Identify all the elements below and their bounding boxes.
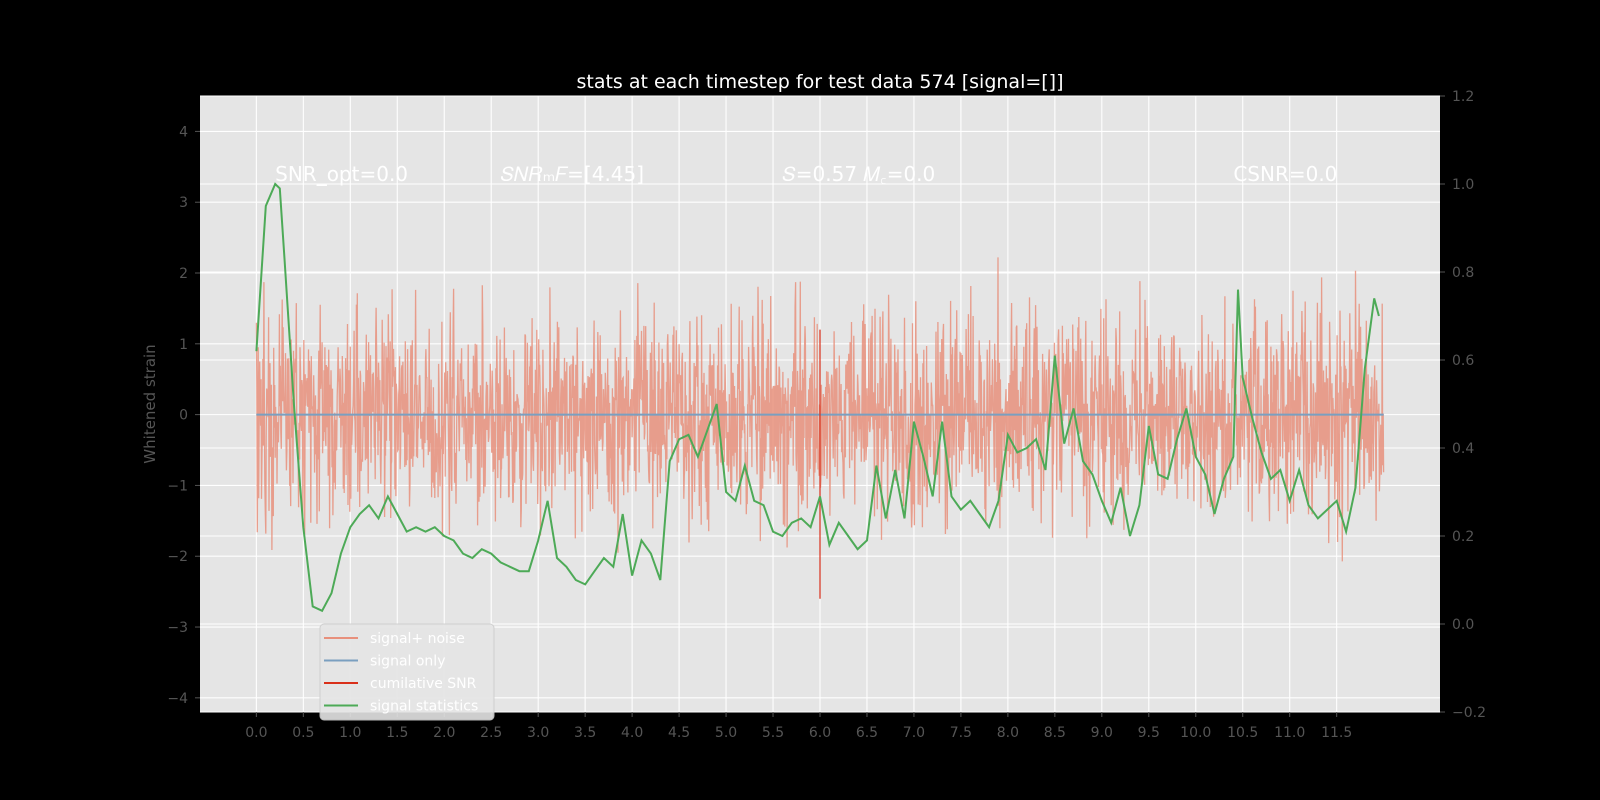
x-tick-label: 6.5 <box>856 725 878 741</box>
y-tick-label: −2 <box>167 549 188 565</box>
legend-box <box>319 623 495 721</box>
y-tick-label: −4 <box>167 691 188 707</box>
x-tick-label: 6.0 <box>809 725 831 741</box>
series-lines <box>255 182 1384 613</box>
y-right-tick-label: 1.0 <box>1452 177 1474 193</box>
legend-entry: cumilative SNR <box>370 676 477 692</box>
x-tick-label: 5.5 <box>762 725 784 741</box>
x-tick-label: 9.5 <box>1138 725 1160 741</box>
x-tick-label: 11.0 <box>1274 725 1305 741</box>
legend-entry: signal statistics <box>370 699 478 715</box>
legend: signal+ noise signal only cumilative SNR si… <box>319 623 495 721</box>
y-tick-label: 2 <box>179 266 188 282</box>
x-tick-label: 11.5 <box>1321 725 1352 741</box>
x-tick-label: 4.0 <box>621 725 643 741</box>
y-right-tick-label: 0.4 <box>1452 441 1474 457</box>
y-right-tick-label: 0.0 <box>1452 617 1474 633</box>
y-right-tick-label: 0.2 <box>1452 529 1474 545</box>
y-right-axis-ticks: −0.2 0.0 0.2 0.4 0.6 0.8 1.0 1.2 <box>1440 89 1486 721</box>
annotation-text: CSNR=0.0 <box>1233 162 1337 186</box>
y-tick-label: 0 <box>179 408 188 424</box>
y-axis-ticks: −4 −3 −2 −1 0 1 2 3 4 <box>167 124 200 707</box>
x-tick-label: 3.5 <box>574 725 596 741</box>
x-tick-label: 3.0 <box>527 725 549 741</box>
annotations: SNR_opt=0.0 𝑆𝑁𝑅ₘ𝐹=[4.45] 𝑆=0.57 𝑀꜀=0.0 CSNR… <box>275 162 1337 186</box>
legend-entry: signal only <box>370 654 445 670</box>
x-tick-label: 10.5 <box>1227 725 1258 741</box>
series-signal-statistics <box>255 182 1380 613</box>
y-tick-label: −1 <box>167 478 188 494</box>
annotation-text: 𝑆=0.57 𝑀꜀=0.0 <box>782 162 935 186</box>
annotation-text: 𝑆𝑁𝑅ₘ𝐹=[4.45] <box>501 162 644 186</box>
x-tick-label: 7.0 <box>903 725 925 741</box>
x-tick-label: 8.0 <box>997 725 1019 741</box>
x-tick-label: 5.0 <box>715 725 737 741</box>
x-tick-label: 0.5 <box>292 725 314 741</box>
annotation-text: SNR_opt=0.0 <box>275 162 408 186</box>
y-right-tick-label: −0.2 <box>1452 705 1486 721</box>
y-tick-label: 4 <box>179 124 188 140</box>
x-tick-label: 0.0 <box>245 725 267 741</box>
y-right-tick-label: 1.2 <box>1452 89 1474 105</box>
chart-title: stats at each timestep for test data 574… <box>576 71 1063 93</box>
x-tick-label: 1.0 <box>339 725 361 741</box>
x-tick-label: 10.0 <box>1180 725 1211 741</box>
y-tick-label: 3 <box>179 195 188 211</box>
x-tick-label: 9.0 <box>1091 725 1113 741</box>
x-tick-label: 7.5 <box>950 725 972 741</box>
x-tick-label: 4.5 <box>668 725 690 741</box>
x-axis-ticks: 0.0 0.5 1.0 1.5 2.0 2.5 3.0 3.5 4.0 4.5 5.0 5.5 6.0 6… <box>245 712 1352 741</box>
x-tick-label: 2.0 <box>433 725 455 741</box>
legend-entry: signal+ noise <box>370 631 465 647</box>
y-right-tick-label: 0.6 <box>1452 353 1474 369</box>
y-tick-label: −3 <box>167 620 188 636</box>
x-tick-label: 1.5 <box>386 725 408 741</box>
y-axis-label: Whitened strain <box>141 344 159 463</box>
x-tick-label: 8.5 <box>1044 725 1066 741</box>
y-tick-label: 1 <box>179 337 188 353</box>
y-right-tick-label: 0.8 <box>1452 265 1474 281</box>
x-tick-label: 2.5 <box>480 725 502 741</box>
